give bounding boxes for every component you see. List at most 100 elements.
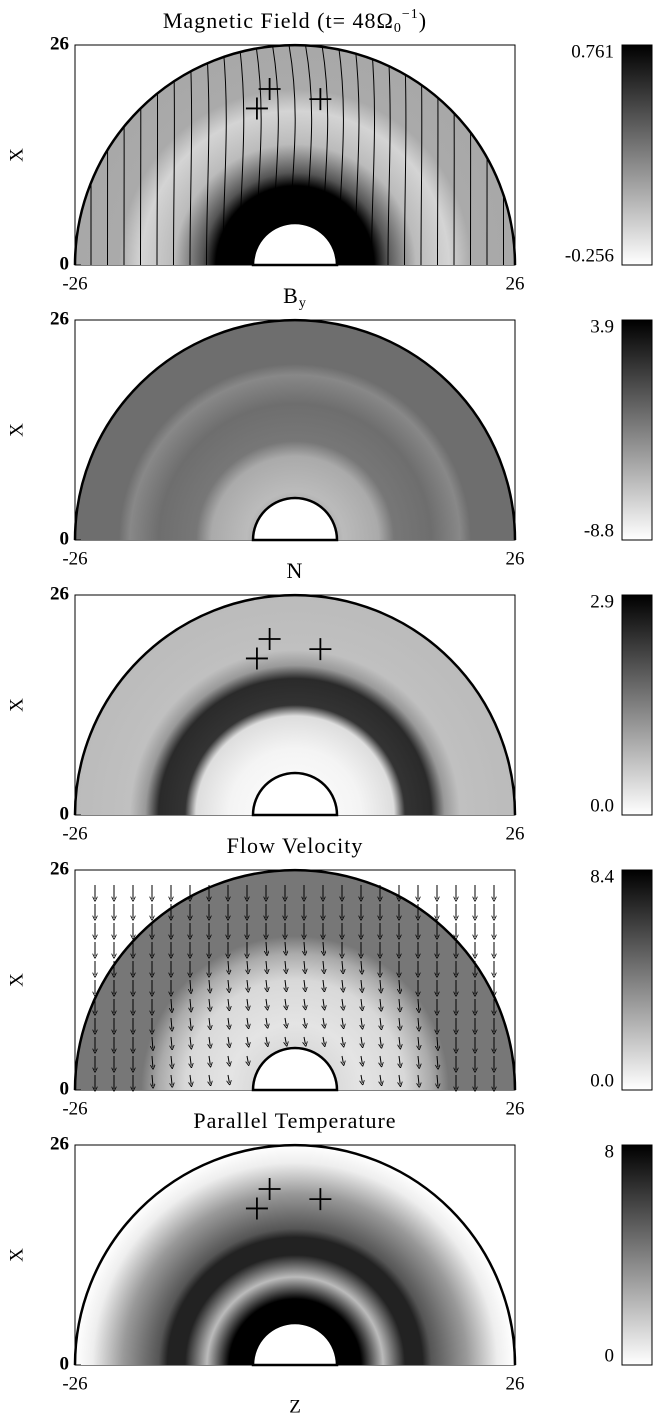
outer-boundary <box>73 318 517 541</box>
vector <box>380 979 381 991</box>
cross-marker <box>309 1188 332 1211</box>
cross-marker <box>309 88 332 111</box>
colorbar <box>621 319 653 541</box>
vector <box>209 1074 210 1084</box>
vector <box>380 1074 381 1084</box>
cross-marker <box>258 78 281 100</box>
vector <box>304 1036 305 1044</box>
vector <box>342 1036 343 1045</box>
vectors <box>95 885 494 1089</box>
cross-marker <box>245 647 268 670</box>
vector <box>171 1036 172 1048</box>
vector <box>266 979 267 990</box>
y-axis-label: X <box>6 973 27 987</box>
vector <box>171 1017 172 1029</box>
vector <box>418 998 419 1010</box>
vector <box>152 1036 153 1048</box>
x-tick-label: -26 <box>62 1098 87 1119</box>
inner-boundary <box>251 771 339 817</box>
half-disk <box>75 1145 515 1365</box>
colorbar-tick-label: 0 <box>605 1345 615 1366</box>
half-disk <box>75 595 515 815</box>
vector <box>418 1036 419 1048</box>
colorbar <box>621 594 653 816</box>
vector <box>342 998 343 1008</box>
y-tick-label: 0 <box>60 1078 70 1099</box>
vector <box>247 1036 248 1045</box>
x-tick-label: 26 <box>506 1373 525 1394</box>
x-tick-label: 26 <box>506 823 525 844</box>
vector <box>247 1017 248 1027</box>
vector <box>190 1055 191 1066</box>
vector <box>190 1036 191 1047</box>
vector <box>361 1074 362 1083</box>
vector <box>247 960 248 972</box>
title-part: Magnetic Field (t= 48Ω <box>163 8 394 33</box>
field-line <box>189 45 193 266</box>
half-disk <box>75 320 515 540</box>
vector <box>228 979 229 990</box>
vector <box>361 1055 362 1064</box>
vector <box>437 1055 438 1067</box>
vector <box>380 1017 381 1028</box>
inner-boundary <box>251 1046 339 1092</box>
vector <box>418 1074 419 1085</box>
vector <box>171 998 172 1010</box>
colorbar-tick-label: -8.8 <box>584 520 614 541</box>
x-tick-label: 26 <box>506 548 525 569</box>
half-disk <box>75 870 515 1090</box>
field-line <box>239 45 245 266</box>
vector <box>247 998 248 1008</box>
x-tick-label: 26 <box>506 273 525 294</box>
x-tick-label: -26 <box>62 273 87 294</box>
field-line <box>255 45 262 266</box>
vector <box>437 1036 438 1048</box>
colorbar <box>621 44 653 266</box>
vector <box>171 1074 172 1085</box>
vector <box>380 1055 381 1065</box>
colorbar-tick-label: 3.9 <box>590 316 614 337</box>
vector <box>399 1055 400 1066</box>
colorbar-tick-label: 2.9 <box>590 591 614 612</box>
vector <box>285 960 286 971</box>
vector <box>418 1055 419 1066</box>
vector <box>228 1074 229 1083</box>
colorbar <box>621 1144 653 1366</box>
colorbar-tick-label: -0.256 <box>565 245 614 266</box>
vector <box>323 979 324 990</box>
vector <box>171 1055 172 1066</box>
field-line <box>222 45 227 266</box>
panel: -26 26 0 26 X Flow Velocity 0.0 8.4 <box>6 833 653 1119</box>
y-axis-label: X <box>6 148 27 162</box>
vector <box>228 1055 229 1064</box>
vector <box>152 1055 153 1067</box>
y-axis-label: X <box>6 423 27 437</box>
title-part: −1 <box>402 7 419 22</box>
vector <box>190 979 191 991</box>
vector <box>399 1074 400 1084</box>
cross-marker <box>245 1197 268 1220</box>
vector <box>323 960 324 971</box>
colorbar-tick-label: 0.0 <box>590 795 614 816</box>
x-tick-label: -26 <box>62 1373 87 1394</box>
outer-boundary <box>73 43 517 266</box>
vector <box>266 960 267 971</box>
vector <box>437 1074 438 1086</box>
y-tick-label: 26 <box>50 1133 69 1154</box>
y-tick-label: 26 <box>50 858 69 879</box>
panel-title: Flow Velocity <box>227 833 364 858</box>
vector <box>228 960 229 972</box>
vector <box>342 1055 343 1063</box>
vector <box>399 998 400 1010</box>
title-part: 0 <box>394 21 402 36</box>
field-line <box>387 45 391 266</box>
vector <box>361 1017 362 1027</box>
inner-boundary <box>251 1321 339 1367</box>
colorbar <box>621 869 653 1091</box>
field-line <box>354 45 360 266</box>
vector <box>190 1074 191 1084</box>
x-tick-label: -26 <box>62 823 87 844</box>
inner-boundary <box>251 496 339 542</box>
